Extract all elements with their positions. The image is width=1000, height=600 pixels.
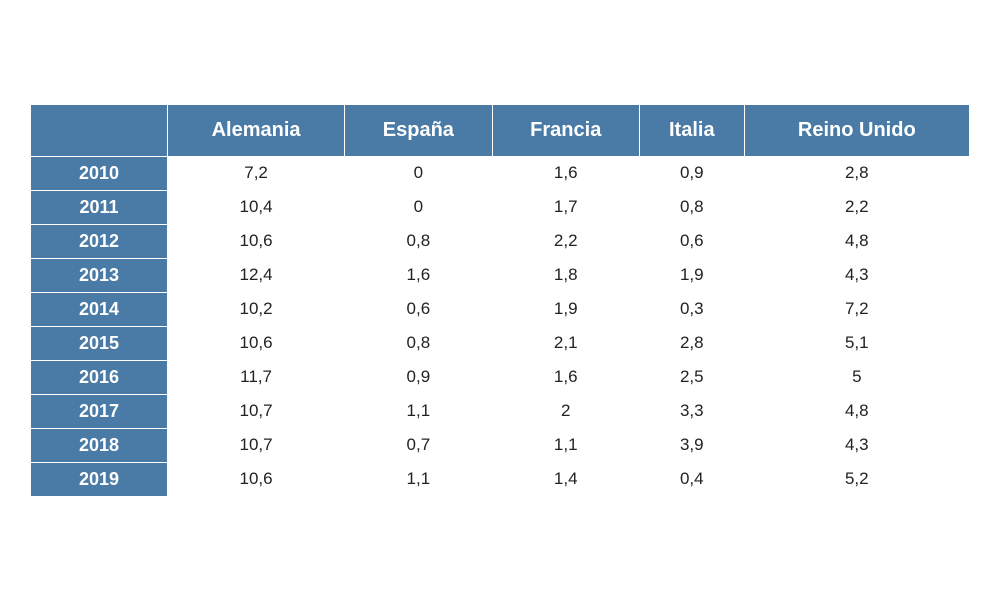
table-row: 201210,60,82,20,64,8	[31, 224, 970, 258]
value-cell: 0,6	[639, 224, 744, 258]
value-cell: 2,8	[639, 326, 744, 360]
value-cell: 10,7	[168, 428, 345, 462]
year-cell: 2013	[31, 258, 168, 292]
table-row: 201710,71,123,34,8	[31, 394, 970, 428]
value-cell: 10,2	[168, 292, 345, 326]
value-cell: 0,7	[345, 428, 492, 462]
value-cell: 2,1	[492, 326, 639, 360]
header-col-italia: Italia	[639, 104, 744, 156]
year-cell: 2010	[31, 156, 168, 190]
value-cell: 3,3	[639, 394, 744, 428]
value-cell: 10,6	[168, 462, 345, 496]
value-cell: 7,2	[744, 292, 969, 326]
year-cell: 2014	[31, 292, 168, 326]
year-cell: 2012	[31, 224, 168, 258]
value-cell: 0	[345, 156, 492, 190]
value-cell: 1,9	[492, 292, 639, 326]
table-row: 201910,61,11,40,45,2	[31, 462, 970, 496]
value-cell: 1,7	[492, 190, 639, 224]
value-cell: 5	[744, 360, 969, 394]
value-cell: 4,3	[744, 428, 969, 462]
table-row: 201510,60,82,12,85,1	[31, 326, 970, 360]
value-cell: 1,6	[492, 156, 639, 190]
value-cell: 0,9	[639, 156, 744, 190]
value-cell: 2,8	[744, 156, 969, 190]
table-row: 201810,70,71,13,94,3	[31, 428, 970, 462]
table-row: 20107,201,60,92,8	[31, 156, 970, 190]
year-cell: 2019	[31, 462, 168, 496]
value-cell: 4,8	[744, 394, 969, 428]
value-cell: 1,1	[492, 428, 639, 462]
year-cell: 2011	[31, 190, 168, 224]
value-cell: 10,4	[168, 190, 345, 224]
value-cell: 5,1	[744, 326, 969, 360]
year-cell: 2016	[31, 360, 168, 394]
value-cell: 0,9	[345, 360, 492, 394]
value-cell: 1,9	[639, 258, 744, 292]
value-cell: 3,9	[639, 428, 744, 462]
table-row: 201312,41,61,81,94,3	[31, 258, 970, 292]
year-cell: 2018	[31, 428, 168, 462]
header-col-espana: España	[345, 104, 492, 156]
value-cell: 1,4	[492, 462, 639, 496]
value-cell: 10,7	[168, 394, 345, 428]
value-cell: 5,2	[744, 462, 969, 496]
value-cell: 1,1	[345, 394, 492, 428]
value-cell: 10,6	[168, 326, 345, 360]
value-cell: 2,2	[492, 224, 639, 258]
data-table-container: Alemania España Francia Italia Reino Uni…	[30, 104, 970, 497]
year-cell: 2015	[31, 326, 168, 360]
value-cell: 7,2	[168, 156, 345, 190]
value-cell: 12,4	[168, 258, 345, 292]
header-corner	[31, 104, 168, 156]
value-cell: 1,1	[345, 462, 492, 496]
value-cell: 2	[492, 394, 639, 428]
value-cell: 0,8	[639, 190, 744, 224]
header-col-francia: Francia	[492, 104, 639, 156]
value-cell: 0,4	[639, 462, 744, 496]
data-table: Alemania España Francia Italia Reino Uni…	[30, 104, 970, 497]
table-row: 201410,20,61,90,37,2	[31, 292, 970, 326]
value-cell: 1,6	[345, 258, 492, 292]
value-cell: 1,6	[492, 360, 639, 394]
value-cell: 11,7	[168, 360, 345, 394]
value-cell: 2,2	[744, 190, 969, 224]
table-body: 20107,201,60,92,8201110,401,70,82,220121…	[31, 156, 970, 496]
value-cell: 10,6	[168, 224, 345, 258]
header-col-reino-unido: Reino Unido	[744, 104, 969, 156]
table-row: 201611,70,91,62,55	[31, 360, 970, 394]
value-cell: 0,6	[345, 292, 492, 326]
value-cell: 0,8	[345, 224, 492, 258]
header-col-alemania: Alemania	[168, 104, 345, 156]
value-cell: 0,3	[639, 292, 744, 326]
header-row: Alemania España Francia Italia Reino Uni…	[31, 104, 970, 156]
table-row: 201110,401,70,82,2	[31, 190, 970, 224]
value-cell: 4,8	[744, 224, 969, 258]
value-cell: 1,8	[492, 258, 639, 292]
value-cell: 2,5	[639, 360, 744, 394]
value-cell: 4,3	[744, 258, 969, 292]
year-cell: 2017	[31, 394, 168, 428]
value-cell: 0	[345, 190, 492, 224]
value-cell: 0,8	[345, 326, 492, 360]
